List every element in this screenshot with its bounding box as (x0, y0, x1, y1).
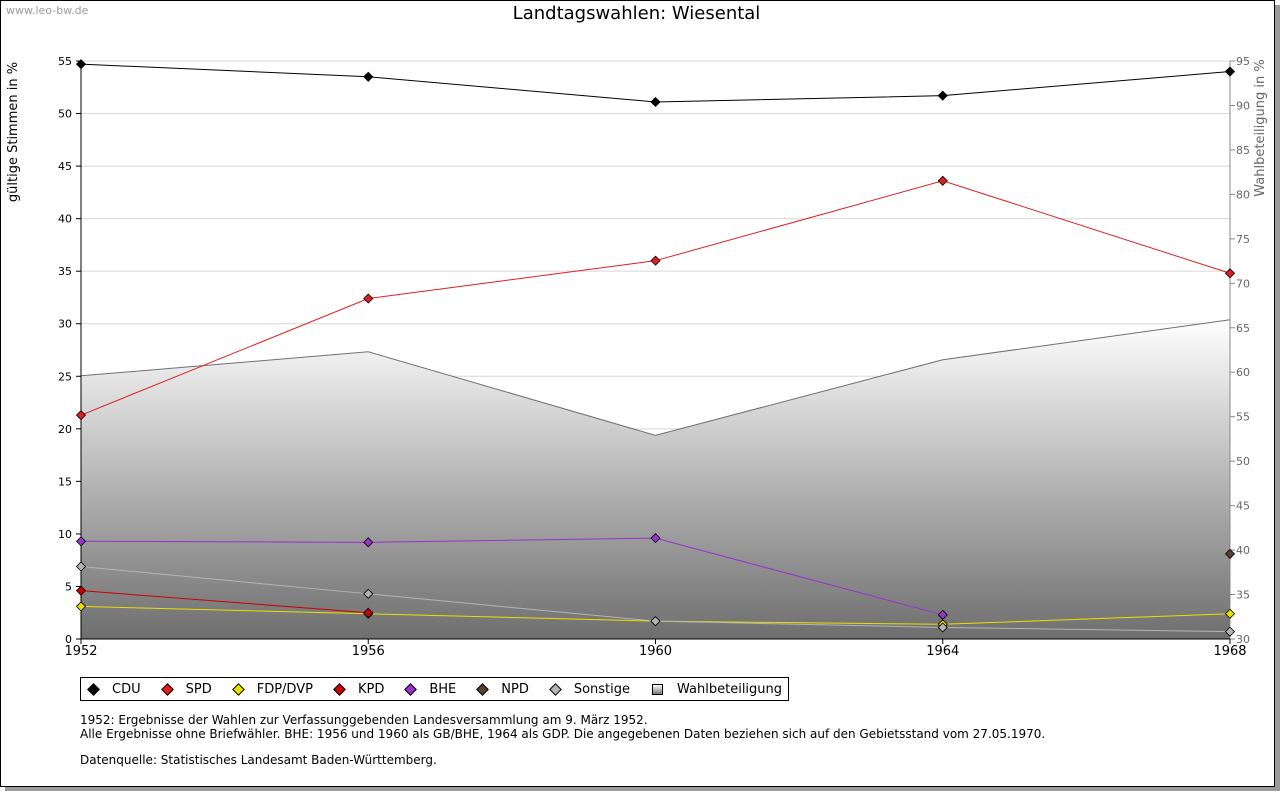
legend-marker-fdp-dvp (231, 682, 245, 696)
legend-label-bhe: BHE (429, 681, 457, 697)
y-tick-label-35: 35 (58, 265, 72, 278)
y-tick-label-5: 5 (65, 580, 72, 593)
point-bhe-1956 (363, 537, 374, 548)
y2-tick-label-90: 90 (1236, 99, 1250, 112)
legend-label-sonstige: Sonstige (573, 681, 631, 697)
point-sonstige-1956 (363, 588, 374, 599)
chart-notes: 1952: Ergebnisse der Wahlen zur Verfassu… (80, 713, 1045, 767)
point-spd-1956 (363, 293, 374, 304)
legend-marker-bhe (404, 682, 418, 696)
y2-tick-label-30: 30 (1236, 633, 1250, 646)
legend-label-fdp-dvp: FDP/DVP (256, 681, 313, 697)
y-tick-label-55: 55 (58, 55, 72, 68)
point-sonstige-1964 (937, 622, 948, 633)
point-spd-1952 (75, 410, 87, 421)
y2-tick-label-95: 95 (1236, 55, 1250, 68)
point-cdu-1964 (937, 90, 948, 101)
legend-marker-spd (160, 682, 174, 696)
point-kpd-1952 (75, 585, 87, 596)
point-spd-1968 (1224, 268, 1236, 279)
data-source: Datenquelle: Statistisches Landesamt Bad… (80, 753, 437, 767)
x-tick-label-1952: 1952 (64, 644, 97, 659)
legend-label-spd: SPD (185, 681, 212, 697)
y2-tick-label-40: 40 (1236, 544, 1250, 557)
y2-tick-label-80: 80 (1236, 188, 1250, 201)
legend-marker-cdu (87, 682, 100, 696)
line-bhe (80, 537, 943, 616)
point-spd-1964 (937, 175, 948, 186)
point-bhe-1964 (937, 609, 948, 620)
y-tick-label-10: 10 (58, 528, 72, 541)
y2-tick-label-35: 35 (1236, 589, 1250, 602)
point-cdu-1960 (650, 96, 661, 108)
legend-marker-wahlbeteiligung (652, 683, 664, 695)
point-fdp-dvp-1968 (1224, 608, 1236, 619)
legend-marker-sonstige (548, 682, 562, 696)
legend-label-kpd: KPD (357, 681, 385, 697)
point-cdu-1952 (75, 59, 87, 70)
y-tick-label-20: 20 (58, 423, 72, 436)
legend-item-cdu: CDU (87, 681, 141, 697)
point-fdp-dvp-1952 (75, 601, 87, 612)
point-cdu-1956 (363, 71, 374, 82)
point-spd-1960 (650, 255, 661, 266)
y-tick-label-30: 30 (58, 318, 72, 331)
point-bhe-1952 (75, 536, 87, 547)
legend-label-npd: NPD (501, 681, 529, 697)
point-kpd-1956 (363, 607, 374, 618)
y2-tick-label-75: 75 (1236, 233, 1250, 246)
legend-item-sonstige: Sonstige (548, 681, 631, 697)
point-bhe-1960 (650, 533, 661, 544)
y2-tick-label-50: 50 (1236, 455, 1250, 468)
legend-item-spd: SPD (160, 681, 212, 697)
y-tick-label-50: 50 (58, 108, 72, 121)
watermark: www.leo-bw.de (6, 4, 89, 17)
y2-tick-label-70: 70 (1236, 277, 1250, 290)
legend-item-npd: NPD (476, 681, 529, 697)
legend-marker-kpd (333, 682, 346, 696)
line-cdu (80, 63, 1231, 103)
point-npd-1968 (1224, 548, 1236, 559)
legend-item-fdp-dvp: FDP/DVP (231, 681, 313, 697)
area-line-wahlbeteiligung (80, 319, 1231, 436)
y-tick-label-0: 0 (65, 633, 72, 646)
note-line-2: Alle Ergebnisse ohne Briefwähler. BHE: 1… (80, 727, 1046, 741)
chart-title: Landtagswahlen: Wiesental (512, 3, 761, 24)
line-kpd (80, 590, 369, 614)
legend-label-cdu: CDU (112, 681, 141, 697)
point-cdu-1968 (1224, 66, 1236, 77)
point-sonstige-1952 (75, 561, 87, 572)
chart-legend: CDU SPD FDP/DVP KPD BHE NPD Sonstige Wahlbeteil… (80, 677, 790, 701)
y-tick-label-40: 40 (58, 213, 72, 226)
legend-item-kpd: KPD (333, 681, 385, 697)
y2-tick-label-60: 60 (1236, 366, 1250, 379)
note-line-1: 1952: Ergebnisse der Wahlen zur Verfassu… (80, 713, 648, 727)
legend-marker-npd (476, 682, 490, 696)
point-sonstige-1960 (650, 616, 661, 627)
y-axis-title: gültige Stimmen in % (6, 62, 21, 202)
y2-tick-label-65: 65 (1236, 322, 1250, 335)
legend-item-wahlbeteiligung: Wahlbeteiligung (652, 682, 782, 697)
y2-axis-title: Wahlbeteiligung in % (1253, 59, 1268, 196)
legend-item-bhe: BHE (404, 681, 457, 697)
y-tick-label-25: 25 (58, 370, 72, 383)
y-tick-label-15: 15 (58, 475, 72, 488)
y2-tick-label-45: 45 (1236, 500, 1250, 513)
y2-tick-label-85: 85 (1236, 144, 1250, 157)
x-tick-label-1960: 1960 (639, 644, 672, 659)
x-tick-label-1956: 1956 (352, 644, 385, 659)
y-tick-label-45: 45 (58, 160, 72, 173)
x-tick-label-1964: 1964 (926, 644, 959, 659)
legend-label-wahlbeteiligung: Wahlbeteiligung (677, 681, 783, 697)
x-tick-label-1968: 1968 (1213, 644, 1246, 659)
area-wahlbeteiligung (81, 319, 1230, 639)
point-sonstige-1968 (1224, 626, 1236, 637)
y2-tick-label-55: 55 (1236, 411, 1250, 424)
